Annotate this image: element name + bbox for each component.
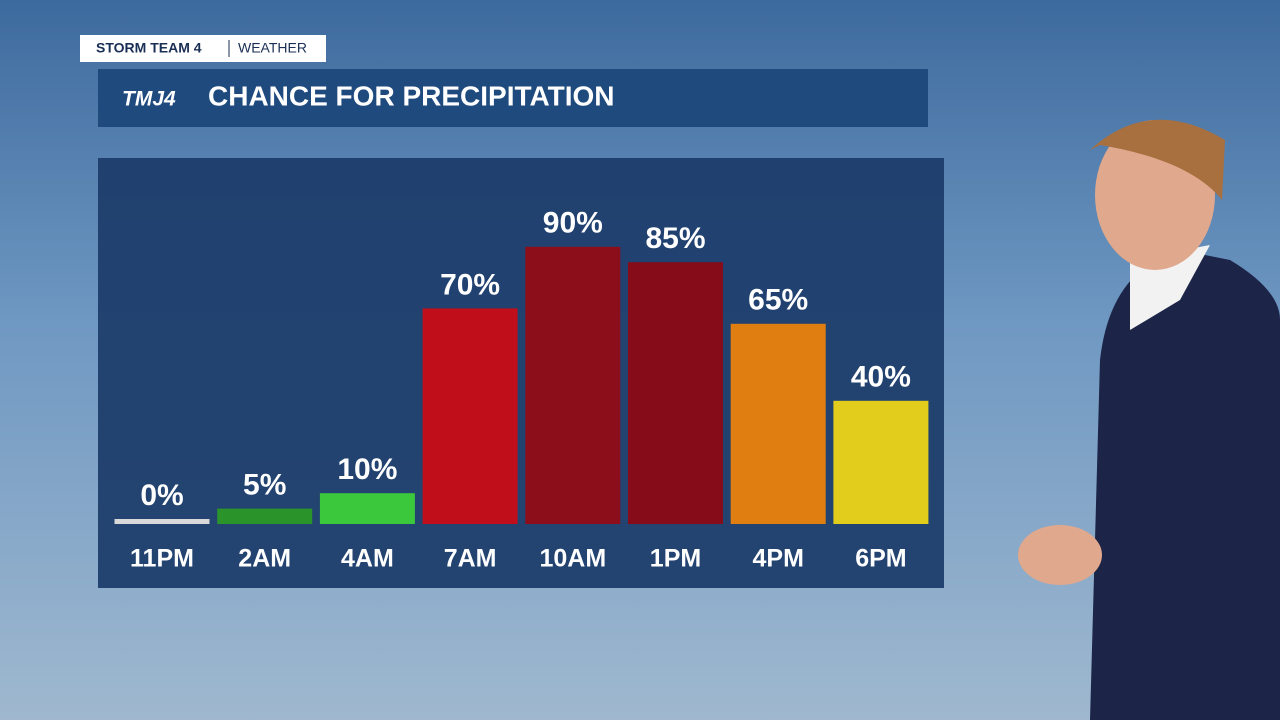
value-label: 0% — [140, 479, 183, 512]
presenter-hair — [1090, 119, 1225, 200]
x-tick-label: 1PM — [650, 545, 701, 573]
x-tick-label: 6PM — [855, 545, 906, 573]
value-label: 5% — [243, 469, 286, 502]
bar — [217, 508, 313, 524]
bar — [628, 262, 723, 524]
plot: 0% 11PM 5% 2AM 10% 4AM 70% 7AM 90% 10AM 85% 1PM 65% 4… — [114, 207, 929, 573]
presenter — [1018, 119, 1280, 720]
presenter-hand — [1018, 525, 1102, 585]
x-tick-label: 4AM — [341, 545, 394, 573]
value-label: 70% — [440, 268, 500, 301]
value-label: 90% — [543, 207, 603, 240]
x-tick-label: 11PM — [130, 545, 194, 573]
bar — [833, 400, 929, 524]
x-tick-label: 2AM — [238, 545, 291, 573]
brand-tag — [80, 35, 326, 62]
brand-section: WEATHER — [238, 40, 307, 56]
bar — [114, 519, 210, 524]
bar — [319, 493, 415, 524]
presenter-suit — [1090, 250, 1280, 720]
x-tick-label: 10AM — [539, 545, 606, 573]
title-bar — [98, 69, 928, 127]
bar — [422, 308, 518, 524]
brand-name: STORM TEAM 4 — [96, 40, 202, 56]
bar — [730, 323, 826, 524]
chart-title: CHANCE FOR PRECIPITATION — [208, 80, 615, 111]
value-label: 10% — [337, 453, 397, 486]
value-label: 85% — [645, 222, 705, 255]
bar — [525, 246, 621, 525]
x-tick-label: 4PM — [752, 545, 803, 573]
value-label: 65% — [748, 284, 808, 317]
value-label: 40% — [851, 361, 911, 394]
station-logo: TMJ4 — [122, 88, 176, 111]
x-tick-label: 7AM — [444, 545, 497, 573]
